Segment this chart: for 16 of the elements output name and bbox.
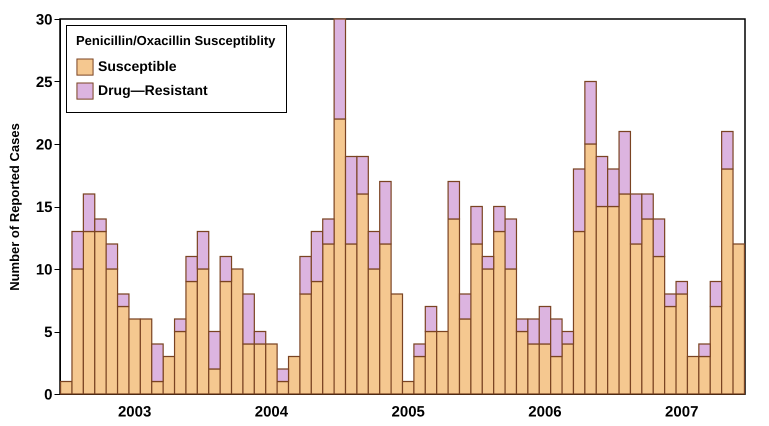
y-axis-title: Number of Reported Cases	[6, 123, 22, 291]
y-tick-label: 20	[36, 136, 52, 154]
x-tick-label: 2007	[665, 404, 698, 420]
x-tick-label: 2005	[392, 404, 425, 420]
y-tick-label: 30	[36, 12, 52, 28]
y-tick-label: 10	[36, 262, 52, 278]
legend-label: Susceptible	[98, 58, 177, 74]
legend-title: Penicillin/Oxacillin Susceptiblity	[76, 33, 276, 48]
y-tick-label: 15	[36, 199, 52, 216]
x-tick-label: 2003	[118, 404, 152, 420]
x-tick-label: 2004	[254, 404, 289, 420]
y-tick-label: 25	[36, 74, 52, 91]
y-tick-label: 5	[44, 324, 52, 341]
y-tick-label: 0	[44, 386, 52, 404]
legend-label: Drug—Resistant	[98, 82, 208, 98]
x-tick-label: 2006	[528, 404, 562, 420]
